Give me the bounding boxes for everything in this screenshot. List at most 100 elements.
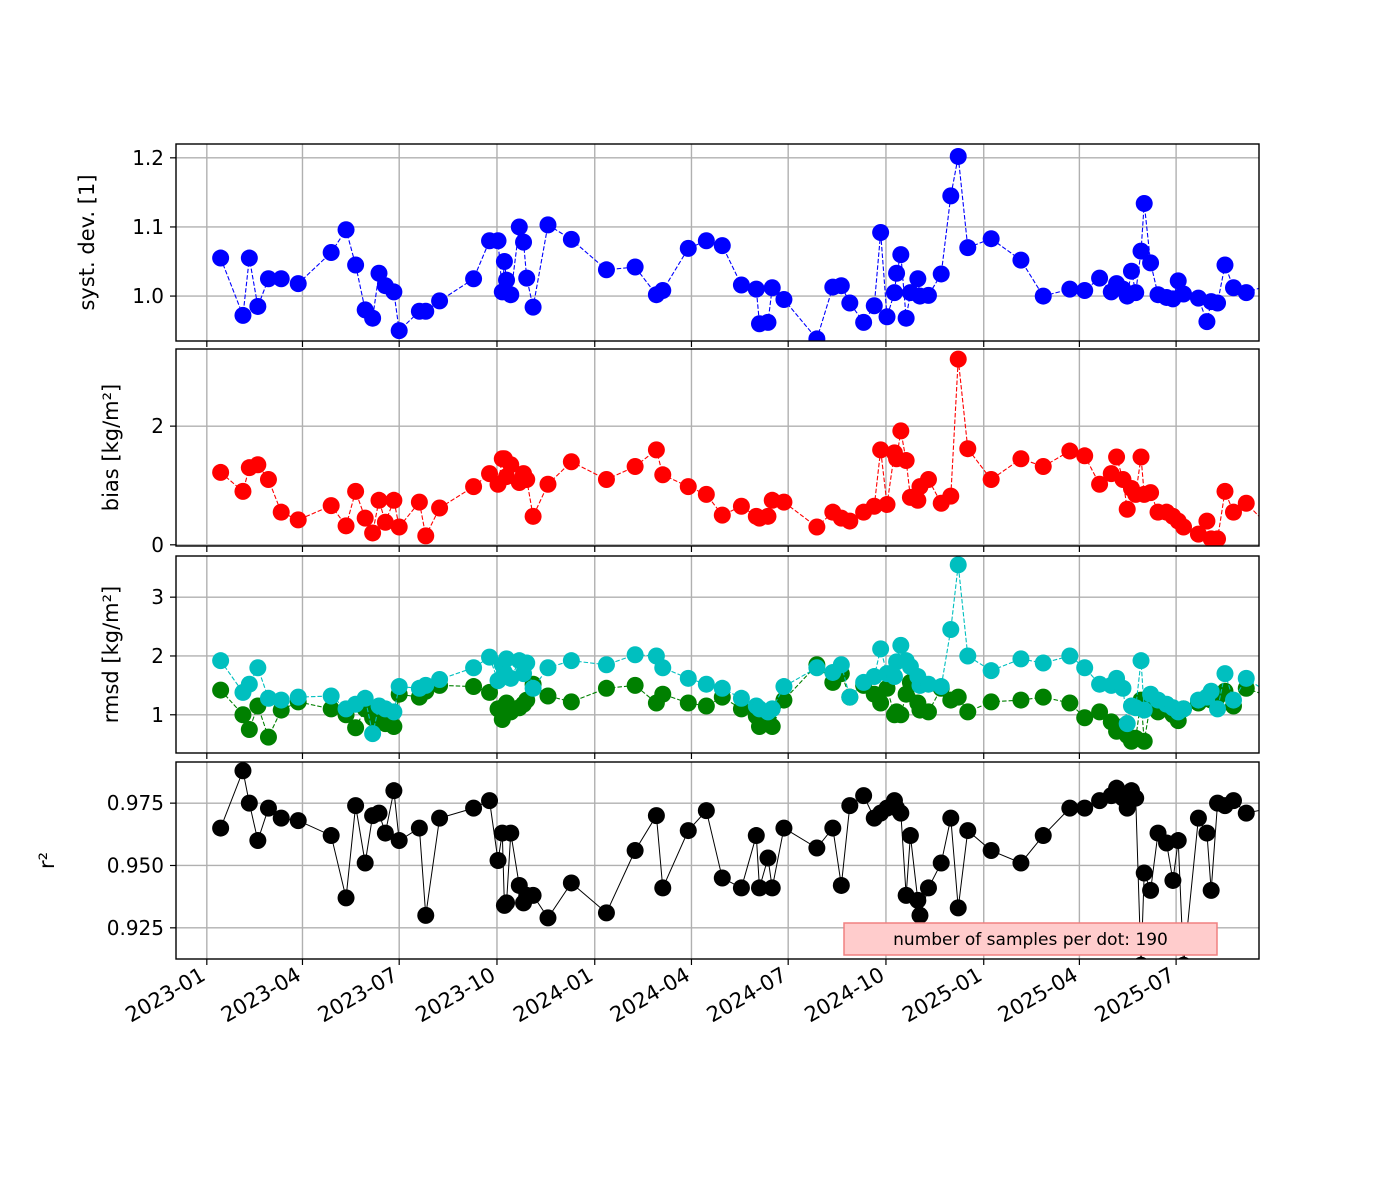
y-axis: 02 [151,414,176,557]
data-point [892,804,910,822]
data-point [949,350,967,368]
data-point [1224,792,1242,810]
data-point [892,422,910,440]
data-point [385,718,403,736]
axes-frame [175,555,1260,754]
data-point [1076,659,1094,677]
data-point [364,725,382,743]
y-axis-label: rmsd [kg/m²] [99,586,123,724]
data-point [390,832,408,850]
data-point [417,676,435,694]
data-point [431,292,449,310]
data-point [524,679,542,697]
data-point [892,706,910,724]
y-tick-label: 0 [151,533,164,557]
data-point [465,270,483,288]
axes-frame [175,348,1260,547]
data-point [234,482,252,500]
data-point [1091,703,1109,721]
data-point [481,792,499,810]
data-point [322,244,340,262]
data-point [759,849,777,867]
data-point [841,294,859,312]
y-axis-label: bias [kg/m²] [99,384,123,511]
data-point [888,264,906,282]
data-point [502,456,520,474]
data-point [465,478,483,496]
y-tick-label: 1.2 [132,146,164,170]
data-point [713,506,731,524]
data-point [897,309,915,327]
data-point [747,280,765,298]
data-point [347,719,365,737]
data-point [322,827,340,845]
data-point [919,879,937,897]
data-point [626,676,644,694]
y-tick-label: 0.975 [107,791,164,815]
data-point [465,678,483,696]
data-point [364,524,382,542]
data-point [364,309,382,327]
data-point [1061,694,1079,712]
data-point [841,797,859,815]
data-point [272,691,290,709]
data-point [385,703,403,721]
y-tick-label: 1.0 [132,284,164,308]
data-point [510,218,528,236]
data-point [982,842,1000,860]
data-point [697,802,715,820]
data-point [465,659,483,677]
data-point [932,854,950,872]
data-point [932,678,950,696]
data-point [1224,503,1242,521]
y-tick-label: 2 [151,644,164,668]
data-point [518,471,536,489]
data-point [495,253,513,271]
data-point [240,675,258,693]
data-point [747,827,765,845]
annotation-box: number of samples per dot: 190 [843,922,1218,956]
data-point [732,879,750,897]
data-point [732,497,750,515]
axes-frame [175,761,1260,960]
data-point [959,647,977,665]
data-point [1012,450,1030,468]
data-point [259,689,277,707]
data-point [518,269,536,287]
data-point [775,493,793,511]
data-point [878,495,896,513]
data-point [259,728,277,746]
data-point [679,694,697,712]
data-point [385,491,403,509]
data-point [1189,525,1207,543]
data-point [679,478,697,496]
data-point [1202,682,1220,700]
data-point [775,678,793,696]
data-point [562,874,580,892]
data-point [562,230,580,248]
data-point [370,804,388,822]
data-point [1142,254,1160,272]
data-point [524,507,542,525]
data-point [272,809,290,827]
data-point [1132,242,1150,260]
series-1 [212,147,1259,341]
data-point [1034,287,1052,305]
series-2 [212,556,1259,743]
data-point [885,668,903,686]
data-point [775,819,793,837]
data-point [1164,871,1182,889]
data-point [654,659,672,677]
data-point [376,824,394,842]
data-point [1142,881,1160,899]
data-point [539,687,557,705]
data-point [1209,294,1227,312]
data-point [872,441,890,459]
data-point [713,237,731,255]
data-point [626,842,644,860]
data-point [750,879,768,897]
data-point [240,720,258,738]
